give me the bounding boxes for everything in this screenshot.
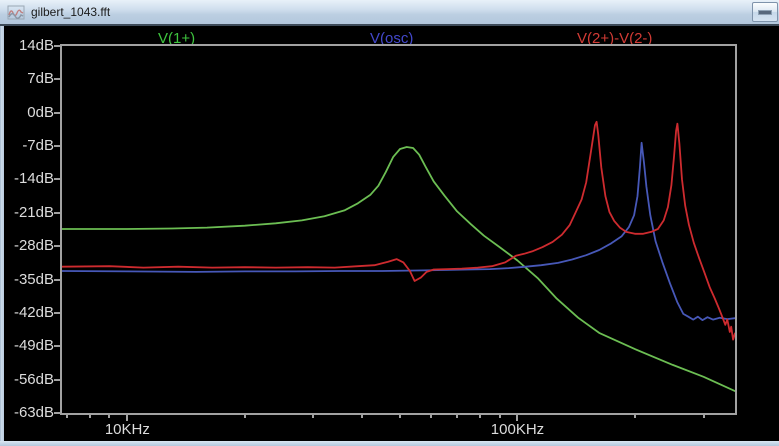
- minimize-icon: [758, 9, 772, 15]
- plot-box: [60, 44, 737, 415]
- x-tick-mark: [633, 413, 636, 418]
- y-tick-label[interactable]: -63dB: [13, 404, 54, 421]
- x-tick-mark: [312, 413, 315, 418]
- legend-item-v1plus[interactable]: V(1+): [158, 30, 196, 47]
- y-tick-mark: [54, 311, 62, 314]
- x-tick-mark: [498, 413, 501, 418]
- x-tick-label[interactable]: 100KHz: [490, 421, 545, 438]
- window-left-border: [0, 26, 4, 446]
- y-tick-mark: [54, 278, 62, 281]
- y-tick-mark: [54, 378, 62, 381]
- plot-area[interactable]: [4, 28, 779, 441]
- y-tick-label[interactable]: 0dB: [27, 103, 54, 121]
- x-tick-mark: [516, 413, 519, 421]
- y-tick-mark: [54, 111, 62, 114]
- x-tick-mark: [456, 413, 459, 418]
- y-tick-label[interactable]: -49dB: [13, 337, 54, 355]
- y-tick-label[interactable]: -56dB: [13, 370, 54, 388]
- y-tick-mark: [54, 145, 62, 148]
- x-tick-mark: [478, 413, 481, 418]
- x-tick-mark: [243, 413, 246, 418]
- y-tick-label[interactable]: -14dB: [13, 170, 54, 188]
- legend-item-v2diff[interactable]: V(2+)-V(2-): [577, 30, 653, 47]
- trace-v2diff: [62, 120, 735, 341]
- titlebar[interactable]: gilbert_1043.fft: [0, 0, 779, 26]
- trace-vosc: [62, 141, 735, 322]
- x-tick-mark: [126, 413, 129, 421]
- x-tick-mark: [361, 413, 364, 418]
- y-tick-mark: [54, 78, 62, 81]
- y-tick-label[interactable]: -35dB: [13, 270, 54, 288]
- x-tick-mark: [88, 413, 91, 418]
- y-tick-label[interactable]: -21dB: [13, 203, 54, 221]
- window-title: gilbert_1043.fft: [31, 5, 111, 19]
- x-tick-mark: [399, 413, 402, 418]
- y-tick-label[interactable]: 14dB: [18, 37, 54, 54]
- y-tick-mark: [54, 412, 62, 414]
- x-tick-label[interactable]: 10KHz: [104, 421, 150, 438]
- window-bottom-border: [0, 441, 779, 446]
- y-tick-mark: [54, 45, 62, 47]
- y-tick-label[interactable]: 7dB: [27, 70, 54, 88]
- x-tick-mark: [108, 413, 111, 418]
- legend-item-vosc[interactable]: V(osc): [370, 30, 414, 47]
- minimize-button[interactable]: [752, 2, 778, 22]
- x-tick-mark: [429, 413, 432, 418]
- y-tick-label[interactable]: -28dB: [13, 237, 54, 255]
- y-tick-mark: [54, 345, 62, 348]
- x-tick-mark: [702, 413, 705, 418]
- x-tick-mark: [65, 413, 68, 418]
- y-tick-mark: [54, 211, 62, 214]
- y-tick-label[interactable]: -7dB: [22, 137, 54, 155]
- y-tick-label[interactable]: -42dB: [13, 303, 54, 321]
- waveform-icon: [7, 4, 25, 22]
- y-tick-mark: [54, 245, 62, 248]
- trace-v1plus: [62, 146, 735, 393]
- y-tick-mark: [54, 178, 62, 181]
- traces-svg: [62, 120, 735, 393]
